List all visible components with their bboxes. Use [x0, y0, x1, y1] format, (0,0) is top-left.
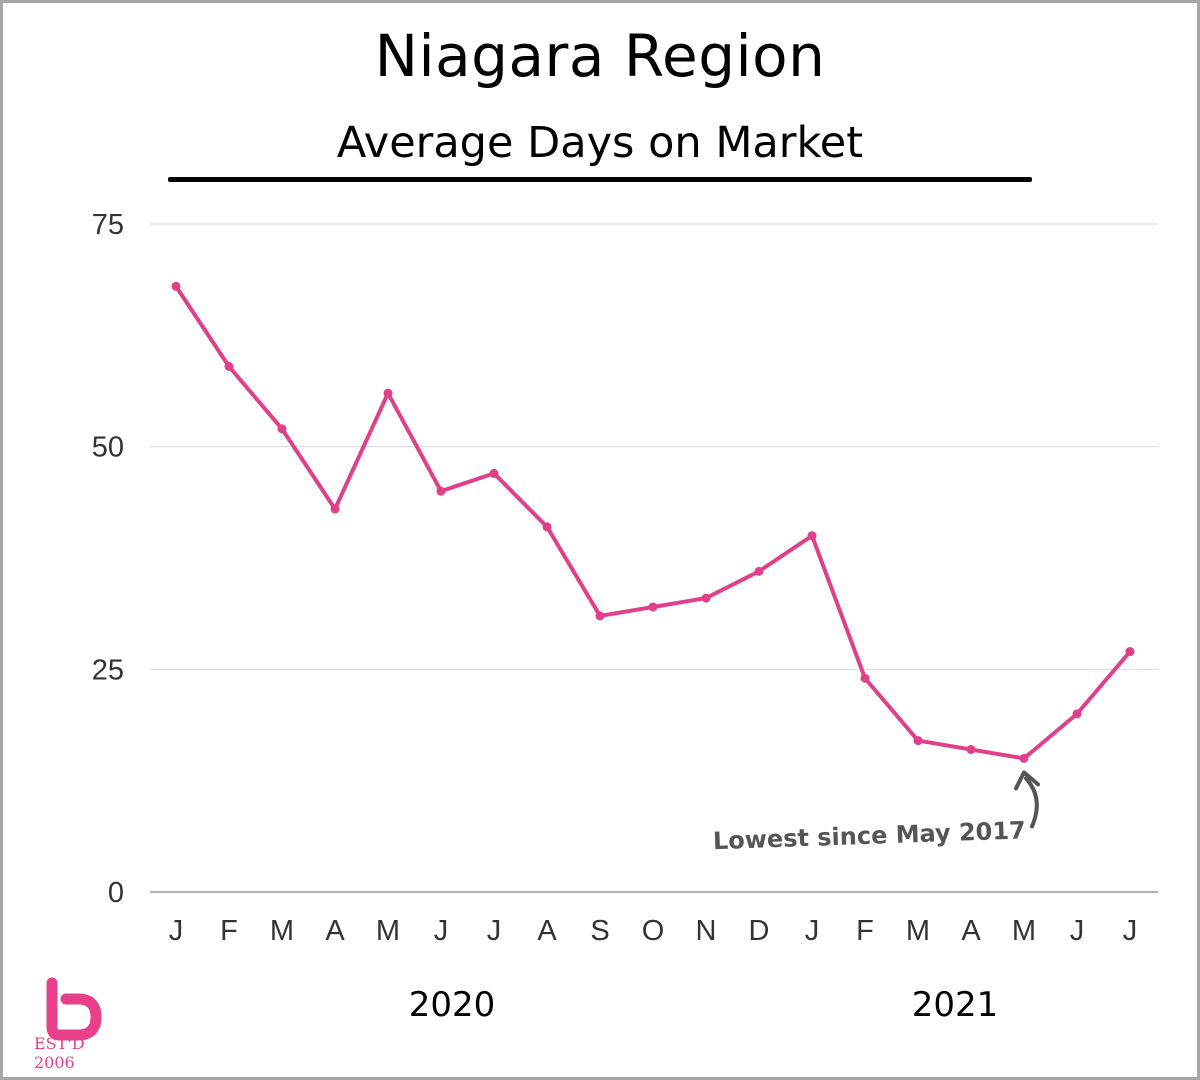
x-tick-label: J — [434, 915, 449, 947]
x-tick-label: M — [906, 915, 930, 947]
data-point — [436, 486, 446, 496]
x-tick-label: J — [1123, 915, 1138, 947]
x-tick-label: J — [487, 915, 502, 947]
y-tick-label: 0 — [108, 877, 124, 909]
annotation-label: Lowest since May 2017 — [712, 816, 1026, 855]
data-point — [171, 281, 181, 291]
data-point — [648, 602, 658, 612]
annotation-arrowhead — [1014, 770, 1040, 791]
x-tick-label: A — [325, 915, 345, 947]
data-point — [966, 744, 976, 754]
x-tick-label: N — [696, 915, 717, 947]
data-point — [754, 566, 764, 576]
gridlines — [150, 223, 1158, 893]
chart-title: Niagara Region — [374, 22, 826, 90]
x-tick-label: F — [220, 915, 238, 947]
x-tick-label: O — [642, 915, 665, 947]
data-point — [224, 362, 234, 372]
series-layer — [171, 281, 1135, 763]
chart-subtitle: Average Days on Market — [336, 118, 864, 168]
year-label: 2021 — [912, 985, 999, 1025]
title-underline — [168, 177, 1032, 182]
annotation: Lowest since May 2017 — [712, 770, 1040, 855]
data-point — [1125, 647, 1135, 657]
y-tick-label: 25 — [92, 654, 124, 686]
x-tick-label: D — [749, 915, 770, 947]
data-point — [1019, 753, 1029, 763]
x-tick-label: M — [376, 915, 400, 947]
x-tick-label: A — [961, 915, 981, 947]
x-tick-label: F — [856, 915, 874, 947]
logo-caption: EST'D 2006 — [34, 1034, 85, 1072]
y-tick-label: 50 — [92, 432, 124, 464]
y-tick-label: 75 — [92, 209, 124, 241]
data-point — [807, 531, 817, 541]
data-point — [913, 736, 923, 746]
data-point — [383, 388, 393, 398]
annotation-arrow — [1024, 776, 1039, 829]
data-point — [542, 522, 552, 532]
x-tick-label: M — [1012, 915, 1036, 947]
year-label: 2020 — [409, 985, 496, 1025]
x-tick-label: J — [1070, 915, 1085, 947]
data-point — [1072, 709, 1082, 719]
x-tick-label: M — [270, 915, 294, 947]
data-point — [595, 611, 605, 621]
data-point — [330, 504, 340, 514]
y-axis-ticks: 0 25 50 75 — [92, 209, 124, 909]
data-point — [277, 424, 287, 434]
x-tick-label: S — [590, 915, 609, 947]
year-labels: 2020 2021 — [409, 985, 999, 1025]
data-point — [489, 468, 499, 478]
brand-logo-icon — [46, 977, 102, 1041]
series-line — [174, 284, 1132, 761]
data-point — [701, 593, 711, 603]
data-point — [860, 673, 870, 683]
x-tick-label: A — [537, 915, 557, 947]
x-tick-label: J — [805, 915, 820, 947]
x-tick-label: J — [169, 915, 184, 947]
